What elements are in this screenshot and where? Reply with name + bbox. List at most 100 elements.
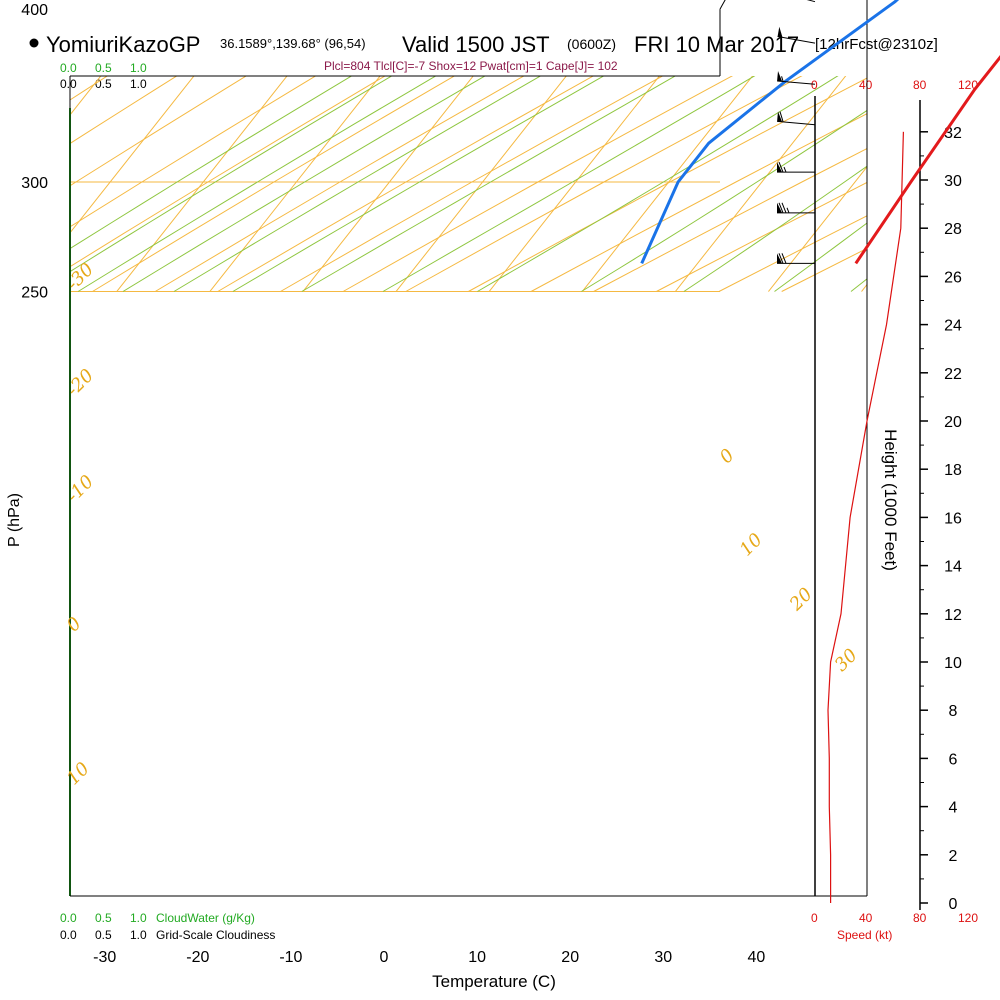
valid-time: Valid 1500 JST (402, 32, 550, 57)
bullet-icon (29, 38, 39, 48)
height-tick-label: 16 (944, 510, 962, 527)
height-tick-label: 8 (949, 703, 958, 720)
cloud-water-label: CloudWater (g/Kg) (156, 911, 255, 925)
wind-barb-staff (806, 0, 816, 3)
height-tick-label: 6 (949, 751, 958, 768)
height-tick-label: 12 (944, 607, 962, 624)
height-tick-label: 14 (944, 559, 962, 576)
cloud-tick: 0.5 (95, 911, 112, 925)
wind-barb-flag (777, 162, 782, 173)
height-tick-label: 26 (944, 269, 962, 286)
mixing-ratio-line (828, 0, 1000, 9)
height-tick-label: 22 (944, 366, 962, 383)
height-tick-label: 24 (944, 318, 962, 335)
cloud-tick: 0.5 (95, 61, 112, 75)
wind-barb-flag (777, 111, 783, 122)
speed-tick: 40 (859, 911, 873, 925)
speed-tick: 80 (913, 78, 927, 92)
wind-barb-half (783, 166, 787, 173)
isotherm-label: 0 (716, 445, 739, 468)
isotherm-line (395, 76, 567, 292)
axes: 2503004005007008501000-30-20-10010203040… (21, 2, 962, 966)
utc-time: (0600Z) (567, 36, 616, 52)
height-tick-label: 18 (944, 462, 962, 479)
isotherm-line (209, 76, 381, 292)
temperature-tick-label: -30 (93, 949, 116, 966)
height-tick-label: 10 (944, 655, 962, 672)
pressure-tick-label: 400 (21, 2, 48, 19)
temperature-tick-label: 20 (561, 949, 579, 966)
dewpoint-profile (640, 0, 900, 265)
cloudiness-tick: 1.0 (130, 77, 147, 91)
speed-tick: 0 (811, 911, 818, 925)
cloud-tick: 0.0 (60, 911, 77, 925)
wind-barb-full (778, 253, 784, 264)
temperature-tick-label: 0 (380, 949, 389, 966)
isotherm-line (674, 76, 847, 292)
isotherm-line (955, 0, 1000, 292)
speed-tick: 40 (859, 78, 873, 92)
height-tick-label: 4 (949, 800, 958, 817)
temperature-tick-label: 40 (748, 949, 766, 966)
wind-barb-flag (777, 202, 782, 213)
height-tick-label: 0 (949, 896, 958, 913)
wind-barb-staff (777, 36, 816, 44)
forecast-label: [12hrFcst@2310z] (815, 36, 938, 53)
cloudiness-tick: 0.0 (60, 928, 77, 942)
isotherm-line (581, 76, 754, 292)
cloudiness-tick: 1.0 (130, 928, 147, 942)
temperature-tick-label: 30 (654, 949, 672, 966)
mixing-ratio-line (901, 0, 1000, 9)
frame-diagonal (719, 0, 726, 10)
wind-barb (777, 111, 816, 126)
isotherm-line (302, 76, 474, 292)
wind-barb (777, 71, 816, 85)
temperature-profile (854, 54, 1000, 265)
mixing-ratio-line (761, 0, 1000, 9)
cloudiness-tick: 0.5 (95, 77, 112, 91)
pressure-tick-label: 250 (21, 285, 48, 302)
profiles (640, 0, 1000, 903)
height-tick-label: 28 (944, 221, 962, 238)
cloudiness-tick: 0.0 (60, 77, 77, 91)
speed-tick: 80 (913, 911, 927, 925)
cloudiness-label: Grid-Scale Cloudiness (156, 928, 275, 942)
height-axis-title: Height (1000 Feet) (881, 429, 900, 571)
wind-barb-full (778, 202, 784, 214)
speed-tick: 120 (958, 78, 978, 92)
cloud-water-scale-top: 0.0 0.5 1.0 0.0 0.5 1.0 (60, 61, 147, 91)
wind-barb-half (786, 207, 790, 214)
isotherm-line (70, 76, 195, 234)
isotherm-label: 30 (831, 645, 862, 676)
model-name: YomiuriKazoGP (46, 32, 200, 57)
pressure-tick-label: 300 (21, 175, 48, 192)
wind-barbs (777, 0, 816, 264)
wind-barb-flag (777, 253, 782, 264)
plot-frame (69, 0, 868, 897)
station-coords: 36.1589°,139.68° (96,54) (220, 36, 366, 51)
cloud-tick: 0.0 (60, 61, 77, 75)
speed-axis-label: Speed (kt) (837, 928, 892, 942)
cloud-tick: 1.0 (130, 61, 147, 75)
isotherm-label: 10 (736, 529, 767, 560)
wind-barb-full (781, 253, 787, 264)
isotherm-label: -20 (63, 365, 98, 400)
height-tick-label: 2 (949, 848, 958, 865)
isotherm-label: -10 (63, 471, 98, 506)
temperature-tick-label: -10 (279, 949, 302, 966)
isotherm-label: 20 (785, 584, 817, 616)
cloud-tick: 1.0 (130, 911, 147, 925)
header: YomiuriKazoGP 36.1589°,139.68° (96,54) V… (29, 32, 938, 73)
height-tick-label: 20 (944, 414, 962, 431)
isotherm-label: 0 (63, 613, 86, 636)
speed-scale-top: 0 40 80 120 (811, 78, 978, 92)
wind-barb-full (779, 111, 784, 123)
isotherm-line (116, 76, 288, 292)
y-axis-title: P (hPa) (6, 493, 23, 547)
cloud-water-scale-bottom: 0.0 0.5 1.0 CloudWater (g/Kg) 0.0 0.5 1.… (60, 911, 275, 942)
isotherm-line (488, 76, 661, 292)
wind-barb-staff (777, 120, 816, 126)
cloudiness-tick: 0.5 (95, 928, 112, 942)
wind-barb-full (781, 202, 787, 214)
